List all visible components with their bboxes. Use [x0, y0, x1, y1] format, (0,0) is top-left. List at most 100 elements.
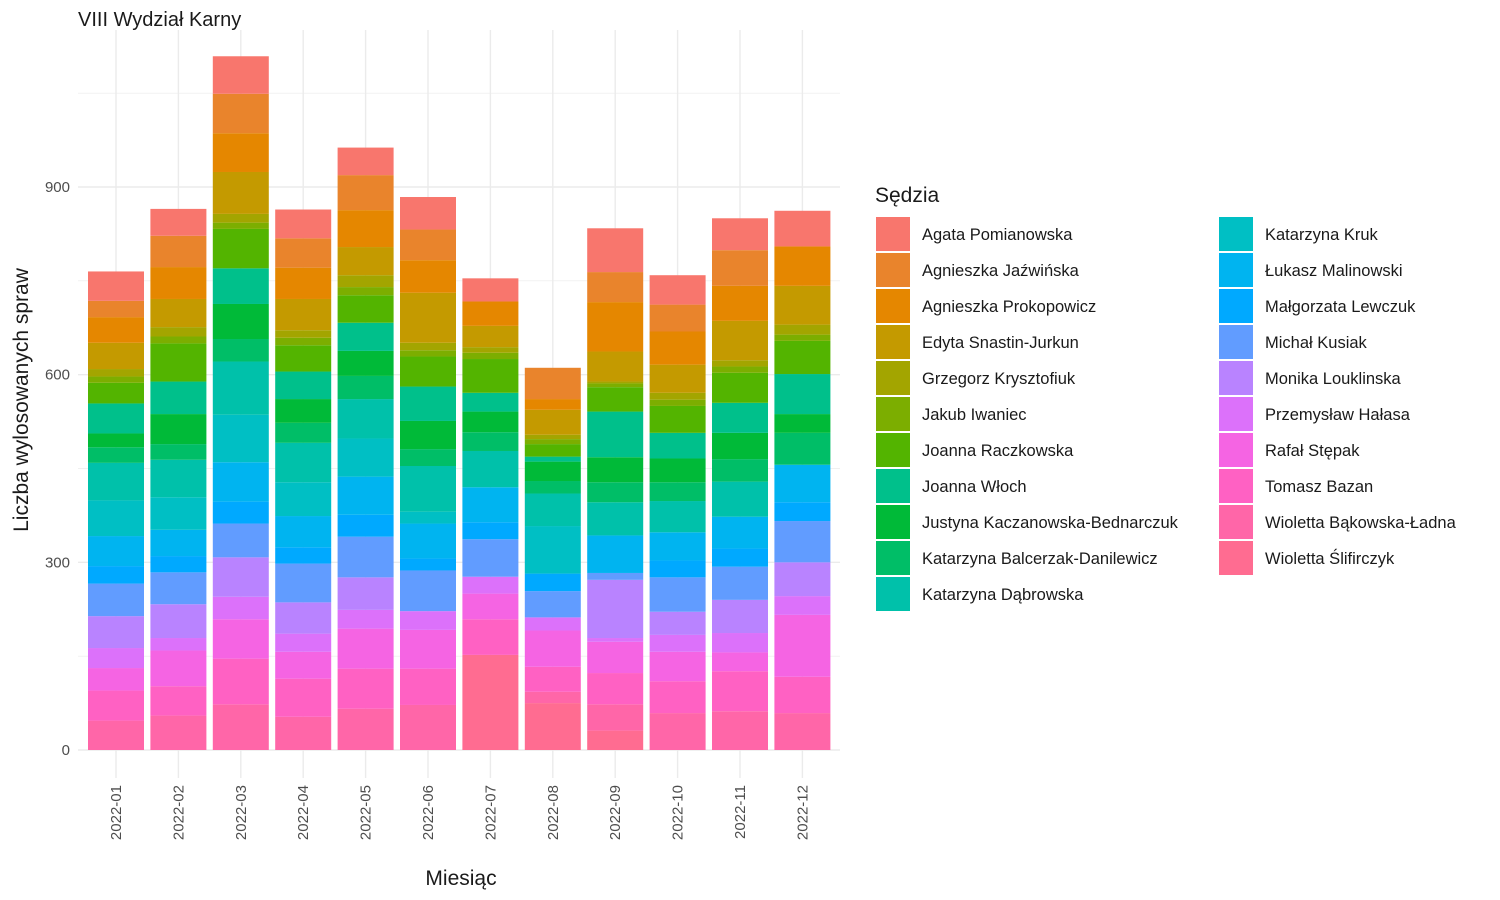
- y-tick-label: 900: [45, 179, 70, 196]
- bar-segment: [212, 171, 269, 214]
- legend-key: [876, 325, 910, 359]
- legend-key: [1219, 469, 1253, 503]
- legend-label: Joanna Włoch: [922, 478, 1027, 496]
- bar-segment: [400, 558, 456, 571]
- bar-segment: [88, 317, 144, 343]
- bar-segment: [212, 361, 269, 415]
- bar-segment: [774, 285, 831, 325]
- legend-label: Monika Louklinska: [1265, 370, 1402, 388]
- bar-segment: [88, 271, 144, 301]
- bar-segment: [88, 616, 144, 649]
- x-axis-title: Miesiąc: [425, 867, 496, 890]
- x-tick-label: 2022-04: [295, 785, 312, 840]
- bar-segment: [774, 246, 831, 286]
- bar-segment: [212, 462, 269, 502]
- bar-segment: [649, 560, 706, 578]
- bar-segment: [524, 493, 581, 527]
- y-tick-labels: 0 300 600 900: [45, 179, 70, 759]
- bar-segment: [649, 713, 706, 750]
- legend-key: [1219, 217, 1253, 251]
- bar-segment: [587, 730, 644, 750]
- bar-segment: [275, 563, 332, 603]
- bar-segment: [275, 442, 332, 483]
- bar-segment: [587, 704, 644, 731]
- legend-key: [876, 217, 910, 251]
- bar-segment: [400, 197, 456, 230]
- legend-label: Justyna Kaczanowska-Bednarczuk: [922, 514, 1179, 532]
- bar-segment: [587, 411, 644, 458]
- bar-segment: [400, 511, 456, 524]
- bar-segment: [587, 535, 644, 573]
- bar-segment: [649, 482, 706, 502]
- bar-segment: [88, 342, 144, 370]
- bar-segment: [275, 371, 332, 400]
- bar-segment: [587, 482, 644, 503]
- bar-segment: [400, 465, 456, 512]
- y-axis-title: Liczba wylosowanych spraw: [10, 267, 33, 532]
- bar-segment: [712, 432, 768, 460]
- bar-segment: [649, 405, 706, 433]
- legend-label: Wioletta Bąkowska-Ładna: [1265, 514, 1457, 532]
- bar-segment: [337, 147, 394, 176]
- legend-label: Tomasz Bazan: [1265, 478, 1373, 496]
- bar-segment: [774, 713, 831, 750]
- bar-segment: [524, 434, 581, 440]
- bar-segment: [275, 345, 332, 372]
- bar-segment: [212, 56, 269, 94]
- bar-segment: [400, 611, 456, 630]
- bar-segment: [462, 539, 519, 577]
- legend-key: [876, 541, 910, 575]
- bar-segment: [212, 704, 269, 750]
- legend: Sędzia Agata Pomianowska Agnieszka Jaźwiń…: [875, 184, 1457, 611]
- bar-segment: [337, 668, 394, 709]
- bar-segment: [649, 501, 706, 533]
- bar-segment: [337, 247, 394, 276]
- bar-segment: [150, 529, 207, 557]
- bar-segment: [275, 678, 332, 717]
- bar-segment: [774, 340, 831, 375]
- bar-segment: [150, 650, 207, 687]
- bar-segment: [462, 576, 519, 594]
- bar-segment: [462, 619, 519, 655]
- bar-segment: [587, 387, 644, 412]
- bar-segment: [524, 691, 581, 704]
- legend-label: Małgorzata Lewczuk: [1265, 298, 1416, 316]
- bar-segment: [337, 476, 394, 515]
- legend-label: Agata Pomianowska: [922, 226, 1073, 244]
- bar-segment: [275, 516, 332, 548]
- bar-segment: [150, 414, 207, 445]
- bar-segment: [150, 208, 207, 236]
- bar-segment: [587, 641, 644, 674]
- bar-segment: [150, 715, 207, 750]
- bar-segment: [524, 481, 581, 494]
- bar-segment: [524, 526, 581, 574]
- bar-segment: [337, 295, 394, 323]
- bar-segment: [587, 638, 644, 642]
- bar-segment: [275, 716, 332, 750]
- bar-segment: [88, 447, 144, 463]
- legend-label: Katarzyna Dąbrowska: [922, 586, 1084, 604]
- bar-segment: [150, 267, 207, 299]
- bar-segment: [712, 516, 768, 549]
- bar-segment: [587, 579, 644, 639]
- bar-segment: [462, 352, 519, 360]
- bar-segment: [150, 381, 207, 415]
- bar-segment: [88, 648, 144, 669]
- bar-segment: [462, 392, 519, 412]
- legend-key: [876, 469, 910, 503]
- x-tick-label: 2022-07: [482, 785, 499, 840]
- bar-segment: [774, 334, 831, 341]
- bar-segment: [337, 609, 394, 629]
- bar-segment: [774, 374, 831, 415]
- bar-segment: [275, 298, 332, 331]
- bar-segment: [587, 673, 644, 705]
- bar-segment: [712, 481, 768, 517]
- legend-label: Grzegorz Krysztofiuk: [922, 370, 1076, 388]
- bar-segment: [275, 209, 332, 239]
- bar-segment: [275, 330, 332, 338]
- bar-segment: [275, 337, 332, 346]
- bar-segment: [400, 420, 456, 450]
- bar-segment: [649, 392, 706, 400]
- bar-segment: [212, 303, 269, 340]
- bar-segment: [524, 461, 581, 482]
